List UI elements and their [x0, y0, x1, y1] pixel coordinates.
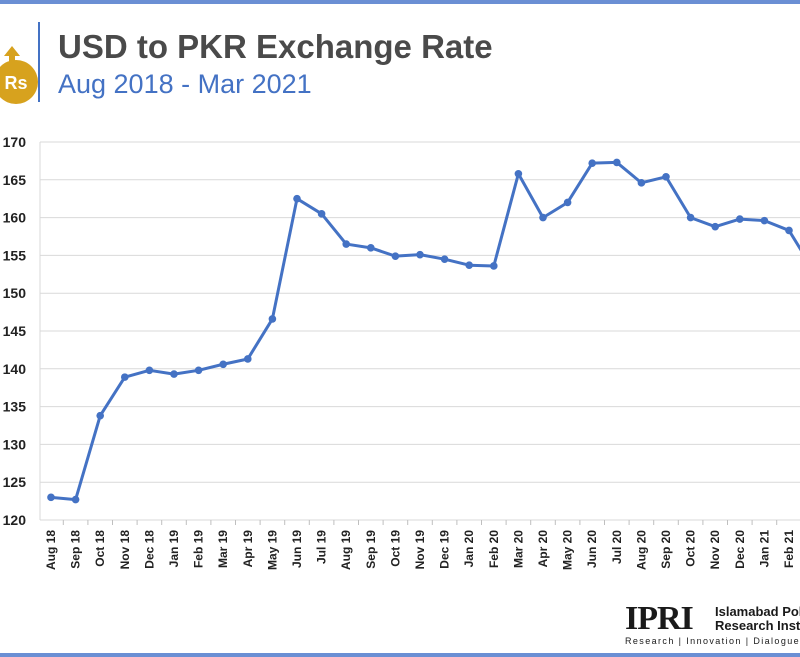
x-tick-label: Apr 20: [536, 530, 550, 568]
y-tick-label: 130: [3, 436, 27, 452]
x-tick-label: May 20: [561, 530, 575, 570]
series-line: [50, 160, 800, 502]
data-point: [588, 159, 596, 167]
x-tick-label: Feb 20: [487, 530, 501, 568]
x-tick-label: Dec 19: [438, 530, 452, 569]
y-tick-label: 140: [3, 361, 27, 377]
chart-subtitle: Aug 2018 - Mar 2021: [58, 69, 312, 99]
data-point: [711, 222, 719, 231]
x-tick-label: Aug 20: [634, 530, 648, 570]
data-point: [47, 493, 55, 502]
chart-title: USD to PKR Exchange Rate: [58, 28, 493, 65]
data-point: [293, 194, 301, 203]
exchange-rate-chart: 120 125 130 135 140 145 150 155 160 165 170 Aug 18…: [3, 134, 800, 570]
data-point: [416, 250, 424, 259]
logo-coin: [0, 60, 38, 104]
x-tick-label: May 19: [265, 530, 279, 570]
x-tick-label: Jan 21: [757, 530, 771, 568]
data-point: [170, 370, 178, 378]
header-divider: [38, 22, 40, 102]
ipri-footer-logo: IPRI Islamabad Policy Research Institute…: [625, 600, 800, 650]
x-tick-label: Jun 20: [585, 530, 599, 568]
data-point: [662, 172, 670, 181]
x-tick-label: Oct 18: [93, 530, 107, 567]
data-points: [47, 158, 793, 504]
data-point: [465, 261, 474, 270]
data-point: [539, 213, 547, 222]
data-point: [613, 158, 621, 167]
y-tick-label: 160: [3, 210, 27, 226]
institute-name-line2: Research Institute: [715, 618, 800, 633]
x-tick-label: Nov 18: [118, 530, 132, 570]
x-tick-label: Sep 19: [364, 530, 378, 569]
x-tick-label: Dec 20: [733, 530, 747, 569]
x-tick-label: Jul 19: [315, 530, 329, 564]
data-point: [317, 210, 326, 218]
data-point: [194, 366, 203, 375]
x-tick-label: Nov 19: [413, 530, 427, 570]
x-tick-label: Jul 20: [610, 530, 624, 564]
data-point: [490, 262, 498, 270]
y-tick-label: 150: [3, 285, 27, 301]
x-tick-label: Dec 18: [142, 530, 156, 569]
y-tick-label: 155: [3, 247, 27, 263]
x-tick-label: Mar 19: [216, 530, 230, 568]
logo-text: Rs: [4, 73, 27, 93]
rupee-logo-icon: Rs: [0, 46, 38, 104]
data-point: [760, 216, 769, 225]
x-tick-label: Nov 20: [708, 530, 722, 570]
data-point: [514, 169, 523, 178]
data-point: [219, 360, 227, 369]
x-tick-label: Jan 19: [167, 530, 181, 568]
y-axis-ticks: 120 125 130 135 140 145 150 155 160 165 170: [3, 134, 27, 528]
bottom-frame-bar: [0, 653, 800, 657]
data-point: [244, 355, 252, 363]
data-point: [686, 213, 695, 222]
data-point: [145, 366, 154, 375]
x-tick-label: Sep 18: [69, 530, 83, 569]
x-tick-label: Mar 20: [511, 530, 525, 568]
y-tick-label: 120: [3, 512, 27, 528]
data-point: [440, 255, 449, 263]
data-point: [637, 179, 646, 187]
x-tick-label: Aug 19: [339, 530, 353, 570]
y-tick-label: 135: [3, 399, 27, 415]
x-tick-label: Sep 20: [659, 530, 673, 569]
data-point: [367, 244, 375, 252]
y-tick-label: 170: [3, 134, 27, 150]
data-point: [71, 495, 80, 504]
y-tick-label: 145: [3, 323, 27, 339]
data-point: [268, 315, 277, 323]
top-frame-bar: [0, 0, 800, 4]
x-axis-ticks: Aug 18 Sep 18 Oct 18 Nov 18 Dec 18 Jan 19 Feb …: [44, 520, 796, 570]
x-tick-label: Oct 19: [388, 530, 402, 567]
data-point: [736, 215, 744, 223]
x-tick-label: Aug 18: [44, 530, 58, 570]
x-tick-label: Feb 19: [192, 530, 206, 568]
grid-lines: [39, 141, 800, 521]
y-tick-label: 125: [3, 474, 27, 490]
x-tick-label: Jan 20: [462, 530, 476, 568]
data-point: [96, 411, 104, 420]
data-point: [121, 373, 129, 381]
x-tick-label: Jun 19: [290, 530, 304, 568]
logo-up-arrow: [4, 46, 20, 66]
ipri-brand: IPRI: [625, 600, 694, 637]
x-tick-label: Apr 19: [241, 530, 255, 568]
data-point: [391, 252, 400, 260]
x-tick-label: Oct 20: [684, 530, 698, 567]
data-point: [785, 226, 793, 235]
institute-name-line1: Islamabad Policy: [715, 604, 800, 619]
x-tick-label: Feb 21: [782, 530, 796, 568]
data-point: [563, 198, 572, 207]
data-point: [342, 240, 351, 248]
y-tick-label: 165: [3, 172, 27, 188]
ipri-tagline: Research | Innovation | Dialogue | Impac…: [625, 636, 800, 646]
